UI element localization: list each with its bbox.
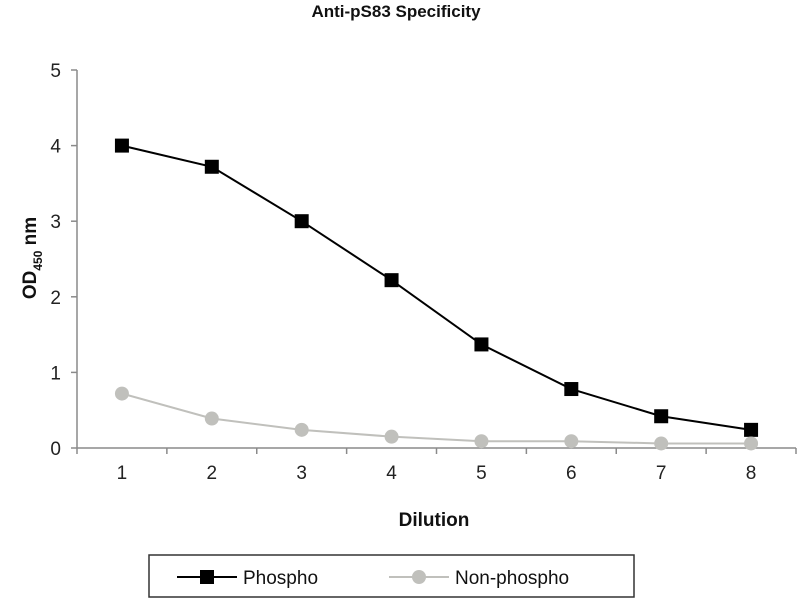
x-tick-label: 2 xyxy=(207,463,218,484)
x-tick-label: 5 xyxy=(476,463,487,484)
data-point-phospho xyxy=(294,214,309,229)
y-tick-label: 2 xyxy=(50,288,61,309)
y-tick-label: 3 xyxy=(50,212,61,233)
y-axis-title-sub: 450 xyxy=(31,250,45,270)
y-tick-label: 0 xyxy=(50,439,61,460)
x-tick-label: 8 xyxy=(746,463,757,484)
legend-items: Phospho Non-phospho xyxy=(177,568,569,589)
data-point-phospho xyxy=(204,159,219,174)
x-tick-label: 1 xyxy=(117,463,128,484)
legend-label-non-phospho: Non-phospho xyxy=(455,568,569,589)
series-phospho xyxy=(114,138,759,437)
data-point-phospho xyxy=(654,409,669,424)
series-line-phospho xyxy=(121,144,752,431)
data-point-non-phospho xyxy=(204,411,219,426)
x-tick-label: 6 xyxy=(566,463,577,484)
x-tick-label: 3 xyxy=(296,463,307,484)
y-axis-title-unit: nm xyxy=(20,217,41,251)
data-point-non-phospho xyxy=(114,386,129,401)
data-point-non-phospho xyxy=(744,436,759,451)
data-point-phospho xyxy=(114,138,129,153)
data-point-non-phospho xyxy=(384,429,399,444)
legend-label-phospho: Phospho xyxy=(243,568,318,589)
series-line-non-phospho xyxy=(121,392,752,445)
y-tick-label: 5 xyxy=(50,61,61,82)
legend-item-phospho: Phospho xyxy=(177,568,318,589)
y-tick-label: 1 xyxy=(50,363,61,384)
data-point-non-phospho xyxy=(474,434,489,449)
x-axis-title: Dilution xyxy=(399,510,470,531)
x-tick-label: 4 xyxy=(386,463,397,484)
y-axis-title-main: OD xyxy=(20,271,41,300)
data-point-non-phospho xyxy=(294,422,309,437)
legend-item-non-phospho: Non-phospho xyxy=(389,568,569,589)
data-point-non-phospho xyxy=(654,436,669,451)
legend-marker-phospho xyxy=(200,570,214,584)
data-point-non-phospho xyxy=(564,434,579,449)
y-axis-ticks: 0 1 2 3 4 5 xyxy=(50,61,77,460)
plot-area: 0 1 2 3 4 5 1 2 3 4 5 6 7 8 xyxy=(50,61,797,484)
series-non-phospho xyxy=(114,386,759,451)
legend: Phospho Non-phospho xyxy=(148,554,635,598)
data-point-phospho xyxy=(384,273,399,288)
x-tick-label: 7 xyxy=(656,463,667,484)
y-axis-title: OD450 nm xyxy=(20,217,45,299)
data-point-phospho xyxy=(474,337,489,352)
y-tick-label: 4 xyxy=(50,137,61,158)
x-axis-ticks: 1 2 3 4 5 6 7 8 xyxy=(76,448,797,484)
legend-marker-non-phospho xyxy=(412,570,426,584)
chart-title: Anti-pS83 Specificity xyxy=(311,2,481,21)
data-point-phospho xyxy=(744,422,759,437)
series-layer xyxy=(114,138,759,451)
data-point-phospho xyxy=(564,382,579,397)
